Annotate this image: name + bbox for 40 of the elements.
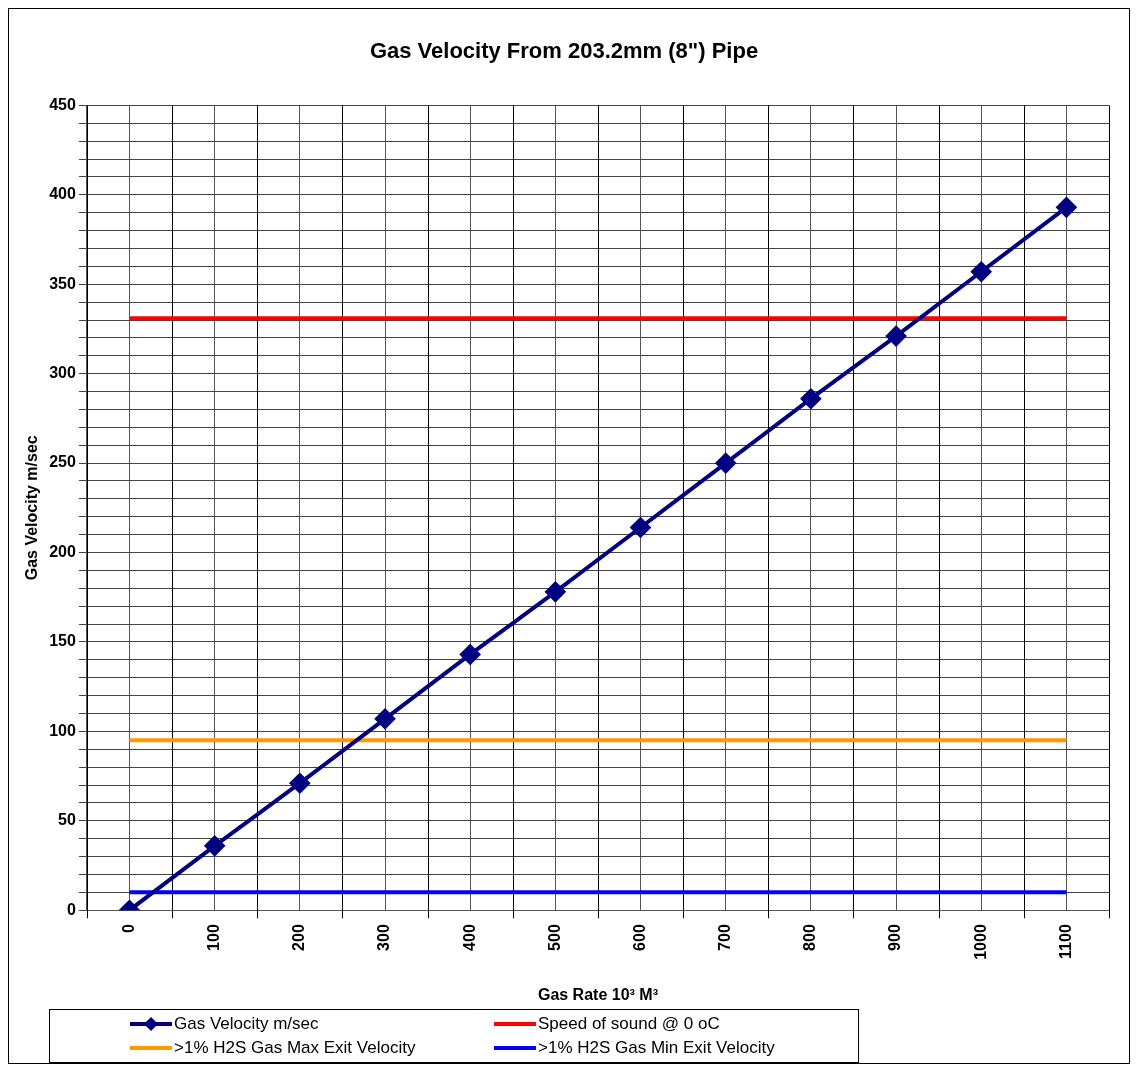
point <box>460 644 481 665</box>
x-tick-label: 600 <box>630 924 648 951</box>
y-tick-label: 150 <box>49 632 76 650</box>
point <box>1056 197 1077 218</box>
chart-title: Gas Velocity From 203.2mm (8") Pipe <box>369 38 759 64</box>
y-tick-label: 400 <box>49 185 76 203</box>
x-tick-label: 200 <box>290 924 308 951</box>
x-tick-label: 800 <box>801 924 819 951</box>
y-tick-label: 200 <box>49 542 76 560</box>
point <box>971 261 992 282</box>
x-tick-label: 500 <box>545 924 563 951</box>
point <box>630 517 651 538</box>
x-tick-label: 100 <box>205 924 223 951</box>
legend-label: >1% H2S Gas Max Exit Velocity <box>174 1038 416 1058</box>
y-tick-label: 0 <box>66 900 76 918</box>
legend-label: >1% H2S Gas Min Exit Velocity <box>538 1038 775 1058</box>
point <box>886 326 907 347</box>
x-tick-label: 700 <box>716 924 734 951</box>
y-tick-label: 100 <box>49 721 76 739</box>
y-tick-label: 50 <box>58 811 76 829</box>
y-tick-label: 250 <box>49 453 76 471</box>
x-tick-label: 0 <box>119 924 137 934</box>
x-tick-label: 1000 <box>971 924 989 960</box>
point <box>375 708 396 729</box>
point <box>800 388 821 409</box>
x-axis-title: Gas Rate 10³ M³ <box>537 985 658 1003</box>
y-tick-label: 450 <box>49 95 76 113</box>
x-tick-label: 900 <box>886 924 904 951</box>
x-tick-label: 1100 <box>1056 924 1074 959</box>
y-tick-label: 350 <box>49 274 76 292</box>
y-tick-label: 300 <box>49 364 76 382</box>
legend-label: Gas Velocity m/sec <box>174 1014 319 1034</box>
x-tick-label: 400 <box>460 924 478 951</box>
legend-label: Speed of sound @ 0 oC <box>538 1014 720 1034</box>
point <box>204 835 225 856</box>
point <box>289 773 310 794</box>
x-tick-label: 300 <box>375 924 393 951</box>
point <box>715 453 736 474</box>
point <box>545 581 566 602</box>
y-axis-title: Gas Velocity m/sec <box>23 435 41 581</box>
